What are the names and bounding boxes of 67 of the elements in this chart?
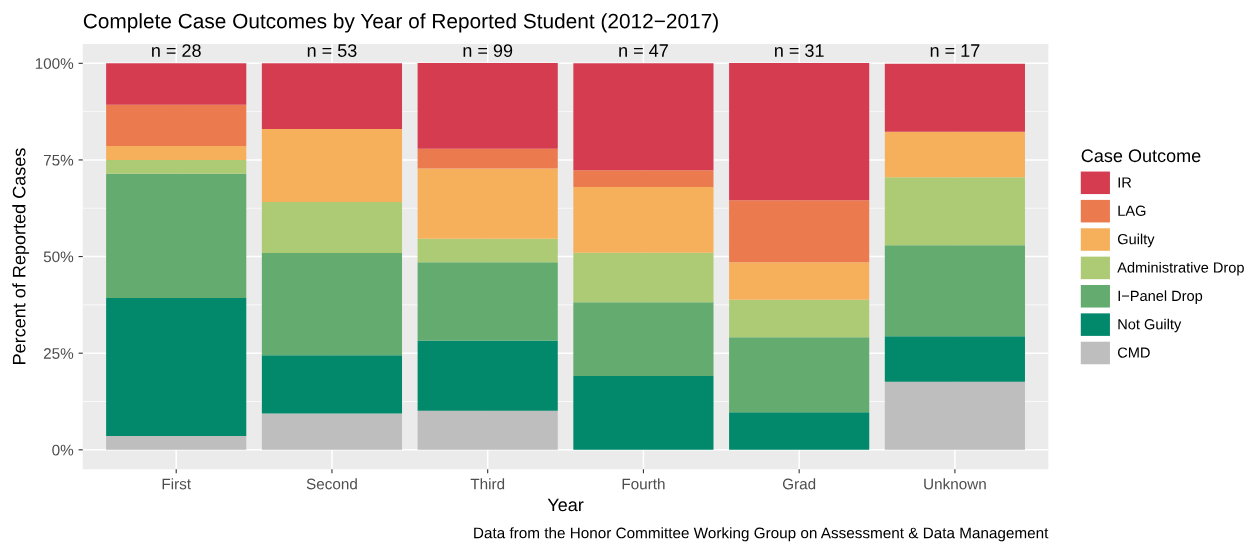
bar: [573, 376, 714, 450]
bar: [261, 63, 403, 130]
annotation: n = 31: [775, 44, 824, 57]
bar: [261, 202, 403, 254]
bar: [261, 129, 403, 203]
bar: [261, 413, 403, 450]
legend-title: Case Outcome: [1081, 149, 1201, 163]
chart-title: Complete Case Outcomes by Year of Reported Student (2012−2017): [83, 13, 718, 33]
bar: [106, 63, 247, 105]
y-tick-label: 0%: [52, 444, 74, 456]
y-tick-label: 50%: [43, 251, 74, 263]
bar: [884, 245, 1025, 337]
bar: [417, 262, 558, 341]
x-tick-label: Fourth: [622, 478, 665, 490]
annotation: n = 99: [463, 44, 513, 57]
bar: [729, 200, 870, 263]
bar: [417, 340, 558, 411]
bar: [884, 177, 1025, 246]
bar: [884, 131, 1025, 178]
annotation: n = 47: [619, 44, 668, 57]
bar: [417, 410, 558, 450]
x-tick-label: Unknown: [924, 478, 986, 490]
annotation: n = 28: [152, 44, 201, 57]
bar: [729, 412, 870, 450]
bar: [417, 238, 558, 263]
y-tick-label: 25%: [43, 348, 74, 359]
bar: [106, 146, 247, 160]
x-axis-title: Year: [547, 498, 584, 512]
bar: [106, 435, 247, 450]
bar: [261, 355, 403, 414]
bar: [884, 336, 1025, 382]
bar: [573, 252, 714, 303]
bar: [106, 159, 247, 174]
annotation: n = 53: [307, 44, 357, 57]
x-tick-label: Third: [470, 478, 505, 490]
y-tick-label: 100%: [35, 58, 74, 69]
bar: [573, 170, 714, 187]
bar: [573, 186, 714, 253]
bar: [729, 62, 870, 201]
bar: [573, 302, 714, 376]
legend-label: LAG: [1118, 205, 1146, 216]
bar: [261, 253, 403, 356]
bar: [106, 297, 247, 436]
x-tick-label: First: [162, 478, 191, 490]
bar: [106, 104, 247, 147]
bar: [884, 63, 1025, 132]
text: Data from the Honor Committee Working Group on Assessment & Data Management: [474, 527, 1049, 542]
y-axis-title: Percent of Reported Cases: [12, 148, 30, 364]
legend-label: IR: [1118, 177, 1132, 188]
x-tick-label: Second: [306, 478, 357, 490]
legend-label: Administrative Drop: [1117, 261, 1244, 276]
bar: [729, 337, 870, 413]
bar: [417, 168, 558, 239]
bar: [573, 63, 714, 171]
annotation: n = 17: [930, 44, 980, 57]
x-tick-label: Grad: [782, 478, 816, 490]
legend-label: CMD: [1117, 347, 1150, 358]
bar: [884, 381, 1025, 450]
bar: [729, 299, 870, 338]
legend-label: Not Guilty: [1118, 318, 1182, 333]
bar: [729, 262, 870, 300]
bar: [106, 173, 247, 298]
legend-label: I−Panel Drop: [1118, 290, 1203, 304]
legend-label: Guilty: [1117, 233, 1155, 248]
bar: [417, 62, 558, 149]
y-tick-label: 75%: [43, 154, 74, 166]
bar: [417, 148, 558, 169]
